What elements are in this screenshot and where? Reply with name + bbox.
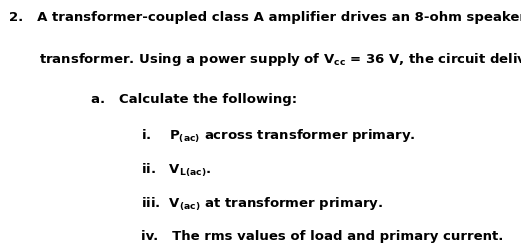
Text: ii.   $\mathbf{V_{L(ac)}}$.: ii. $\mathbf{V_{L(ac)}}$.	[141, 162, 211, 179]
Text: 2.   A transformer-coupled class A amplifier drives an 8-ohm speaker through a 4: 2. A transformer-coupled class A amplifi…	[9, 11, 521, 24]
Text: iii.  $\mathbf{V_{(ac)}}$ at transformer primary.: iii. $\mathbf{V_{(ac)}}$ at transformer …	[141, 196, 383, 213]
Text: a.   Calculate the following:: a. Calculate the following:	[91, 93, 297, 106]
Text: i.    $\mathbf{P_{(ac)}}$ across transformer primary.: i. $\mathbf{P_{(ac)}}$ across transforme…	[141, 127, 415, 145]
Text: iv.   The rms values of load and primary current.: iv. The rms values of load and primary c…	[141, 230, 503, 243]
Text: transformer. Using a power supply of $\mathbf{V_{cc}}$ = 36 V, the circuit deliv: transformer. Using a power supply of $\m…	[39, 51, 521, 68]
